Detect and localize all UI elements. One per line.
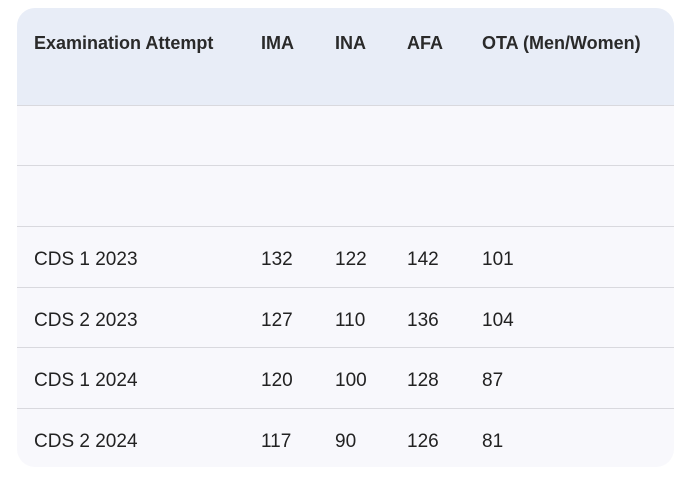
table-cell: 117 xyxy=(261,430,292,452)
table-row: CDS 1 2023 132 122 142 101 xyxy=(17,226,674,286)
table-cell: 120 xyxy=(261,370,293,391)
table-cell: 104 xyxy=(482,309,514,331)
table-cell: 128 xyxy=(407,370,439,391)
header-cell: IMA xyxy=(261,33,294,53)
empty-row xyxy=(17,105,674,165)
table-cell: CDS 2 2023 xyxy=(34,309,138,331)
table-row: CDS 2 2024 117 90 126 81 xyxy=(17,407,674,468)
table-cell: CDS 1 2023 xyxy=(34,249,138,270)
empty-row xyxy=(17,165,674,225)
table-cell: 136 xyxy=(407,309,439,331)
table-cell: 87 xyxy=(482,370,504,391)
header-cell: Examination Attempt xyxy=(34,33,214,53)
table-cell: 132 xyxy=(261,249,293,270)
table-cell: 122 xyxy=(335,249,367,270)
table-cell: 101 xyxy=(482,249,514,270)
table-cell: 81 xyxy=(482,430,504,452)
table-cell: 127 xyxy=(261,309,293,331)
table-header: Examination Attempt IMA INA AFA OTA (Men/Wom… xyxy=(17,8,674,105)
table-row: CDS 1 2024 120 100 128 87 xyxy=(17,347,674,407)
table-cell: 110 xyxy=(335,309,366,331)
table: Examination Attempt IMA INA AFA OTA (Men/Wom… xyxy=(17,8,674,467)
header-cell: INA xyxy=(335,33,366,53)
table-row: CDS 2 2023 127 110 136 104 xyxy=(17,286,674,347)
table-cell: CDS 2 2024 xyxy=(34,430,138,452)
table-cell: 126 xyxy=(407,430,439,452)
header-cell: AFA xyxy=(407,33,443,53)
header-cell: OTA (Men/Women) xyxy=(482,33,641,53)
table-cell: 90 xyxy=(335,430,357,452)
table-cell: 142 xyxy=(407,249,439,270)
table-cell: CDS 1 2024 xyxy=(34,370,138,391)
table-cell: 100 xyxy=(335,370,367,391)
